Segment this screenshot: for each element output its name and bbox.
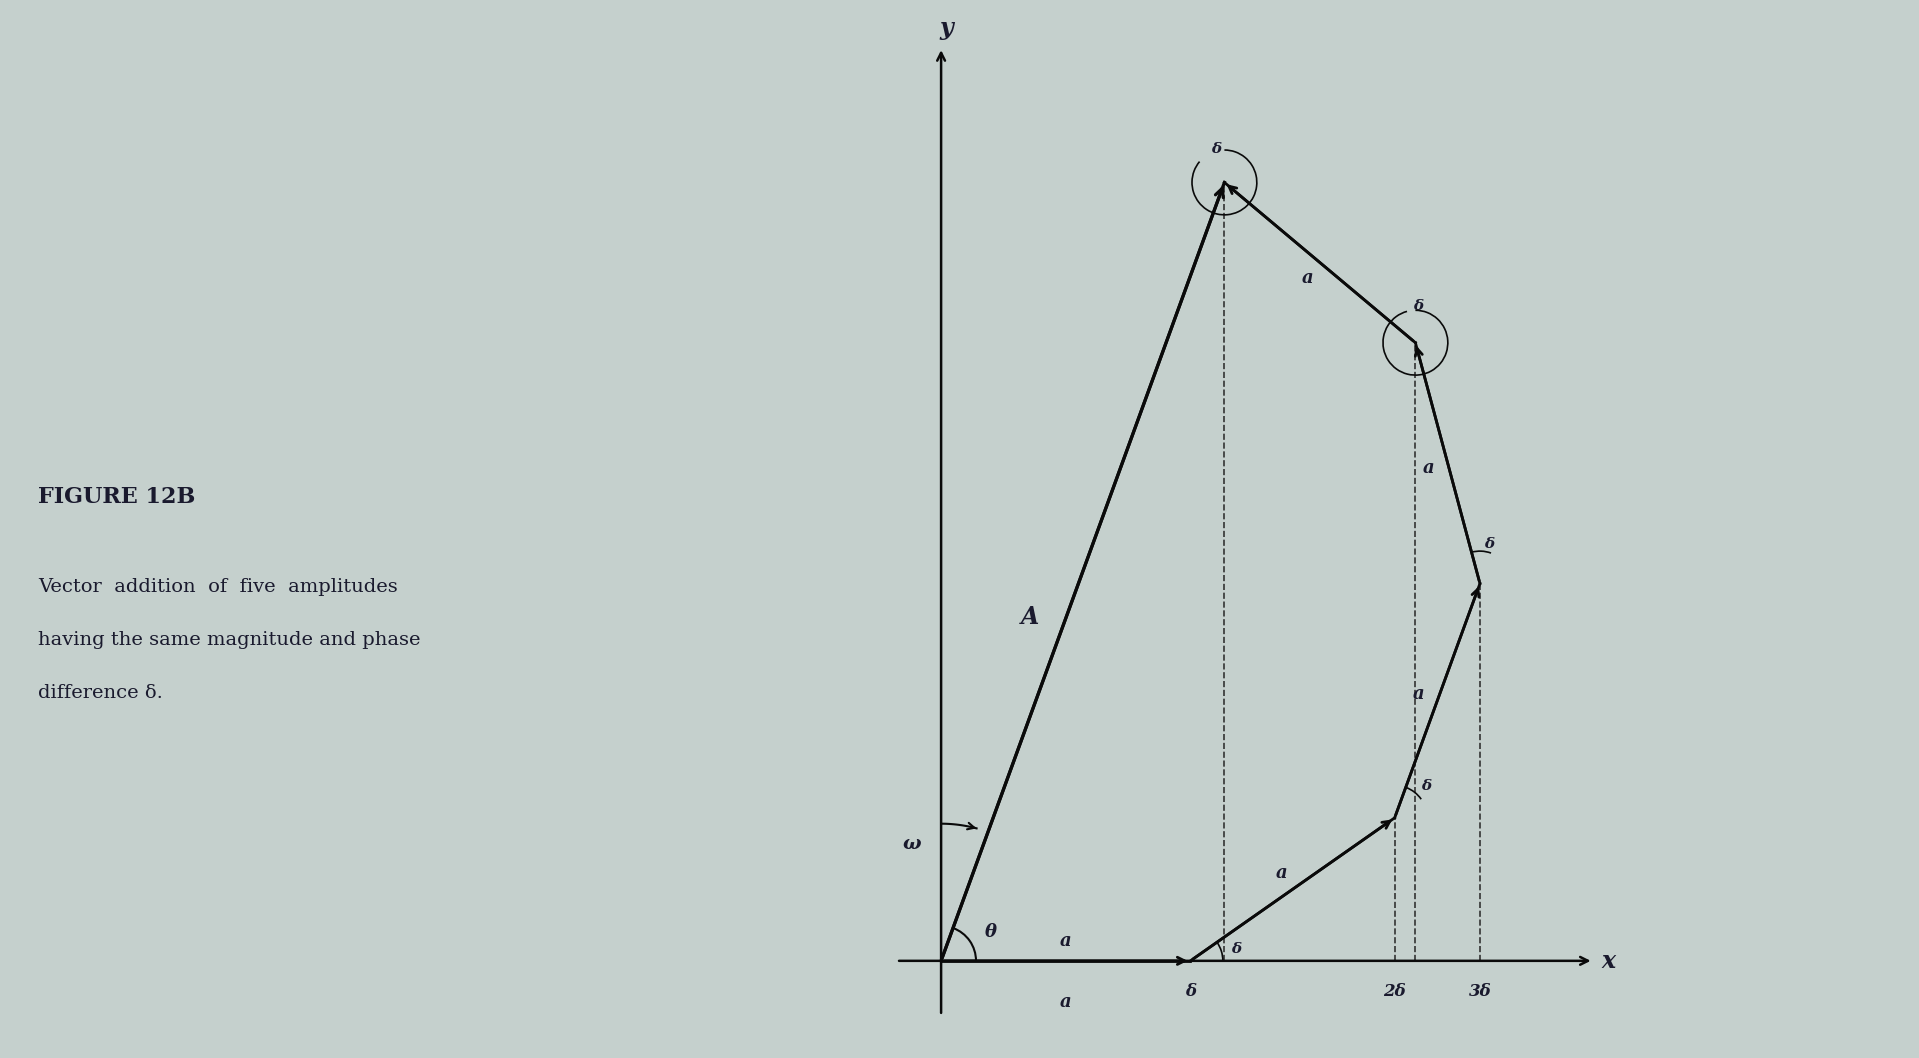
Text: x: x xyxy=(1600,949,1616,972)
Text: having the same magnitude and phase: having the same magnitude and phase xyxy=(38,631,420,650)
Text: A: A xyxy=(1021,605,1040,628)
Text: 2δ: 2δ xyxy=(1384,983,1407,1000)
Text: a: a xyxy=(1059,932,1071,950)
Text: a: a xyxy=(1059,993,1071,1011)
Text: ω: ω xyxy=(902,835,921,853)
Text: a: a xyxy=(1301,269,1313,287)
Text: 3δ: 3δ xyxy=(1468,983,1491,1000)
Text: δ: δ xyxy=(1184,983,1196,1000)
Text: δ: δ xyxy=(1211,142,1220,156)
Text: δ: δ xyxy=(1422,779,1432,794)
Text: δ: δ xyxy=(1412,298,1424,312)
Text: a: a xyxy=(1276,864,1288,882)
Text: a: a xyxy=(1412,685,1424,703)
Text: difference δ.: difference δ. xyxy=(38,683,163,703)
Text: y: y xyxy=(938,16,954,40)
Text: δ: δ xyxy=(1230,942,1242,955)
Text: θ: θ xyxy=(984,924,996,942)
Text: a: a xyxy=(1422,459,1433,477)
Text: Vector  addition  of  five  amplitudes: Vector addition of five amplitudes xyxy=(38,578,397,597)
Text: δ: δ xyxy=(1483,536,1495,550)
Text: FIGURE 12B: FIGURE 12B xyxy=(38,487,196,508)
